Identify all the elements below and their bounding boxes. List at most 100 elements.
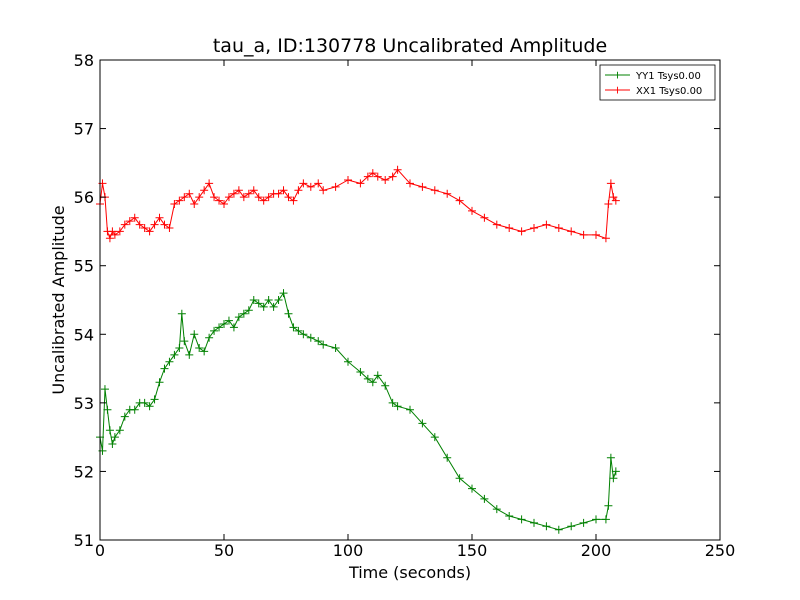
data-point — [115, 227, 124, 236]
data-point — [254, 193, 263, 202]
data-point — [331, 344, 340, 352]
data-point — [264, 193, 273, 202]
data-point — [165, 224, 174, 232]
data-point — [279, 289, 288, 298]
data-point — [604, 501, 613, 510]
data-point — [239, 309, 248, 318]
data-point — [430, 186, 439, 195]
data-point — [180, 193, 189, 202]
data-point — [185, 189, 194, 198]
data-point — [306, 182, 315, 191]
data-point — [105, 234, 114, 243]
data-point — [443, 189, 452, 198]
data-point — [259, 196, 268, 205]
data-point — [368, 378, 377, 387]
data-point — [554, 525, 563, 534]
data-point — [215, 323, 224, 332]
y-tick-label: 58 — [74, 51, 94, 70]
data-point — [314, 179, 323, 188]
data-point — [430, 433, 439, 442]
data-point — [220, 320, 228, 328]
data-point — [155, 213, 164, 222]
data-point — [125, 217, 134, 226]
x-tick-label: 100 — [333, 541, 364, 560]
data-point — [269, 302, 278, 311]
data-point — [567, 227, 576, 236]
data-point — [120, 220, 129, 229]
data-point — [190, 330, 199, 339]
data-point — [344, 357, 352, 366]
data-point — [606, 453, 615, 462]
data-point — [406, 179, 414, 188]
legend: + YY1 Tsys0.00 + XX1 Tsys0.00 — [599, 64, 716, 101]
data-point — [103, 405, 112, 414]
data-point — [140, 398, 149, 407]
data-point — [604, 200, 613, 208]
data-point — [200, 347, 209, 356]
data-point — [160, 220, 169, 229]
data-point — [177, 309, 186, 318]
x-axis-label: Time (seconds) — [348, 563, 471, 582]
y-tick-label: 53 — [74, 394, 94, 413]
data-point — [592, 230, 600, 239]
data-point — [145, 227, 154, 236]
data-point — [468, 484, 476, 493]
data-point — [254, 299, 263, 308]
data-point — [150, 395, 159, 404]
data-point — [294, 186, 303, 195]
data-point — [363, 172, 372, 181]
data-point — [306, 333, 315, 342]
x-tick-label: 200 — [581, 541, 612, 560]
data-point — [110, 433, 119, 442]
data-point — [190, 200, 199, 208]
data-point — [259, 302, 268, 311]
data-point — [611, 196, 620, 205]
data-point — [492, 220, 501, 229]
data-point — [406, 405, 414, 414]
data-point — [542, 522, 551, 531]
data-point — [215, 196, 224, 205]
data-point — [195, 193, 204, 202]
data-point — [160, 364, 169, 373]
data-point — [373, 172, 382, 181]
data-point — [356, 368, 365, 376]
data-point — [314, 337, 323, 346]
data-point — [299, 179, 308, 188]
data-point — [505, 224, 514, 232]
data-point — [229, 189, 238, 198]
data-point — [175, 196, 184, 205]
x-tick-label: 0 — [95, 541, 105, 560]
data-point — [601, 515, 610, 524]
data-point — [294, 326, 303, 335]
data-point — [517, 227, 526, 236]
chart-title: tau_a, ID:130778 Uncalibrated Amplitude — [213, 35, 607, 57]
data-point — [455, 196, 464, 205]
data-point — [393, 165, 402, 174]
data-point — [105, 426, 114, 435]
data-point — [108, 440, 117, 448]
x-tick-label: 150 — [457, 541, 488, 560]
y-tick-label: 57 — [74, 120, 94, 139]
data-point — [244, 189, 253, 198]
data-point — [185, 350, 194, 359]
data-point — [239, 193, 248, 202]
data-point — [344, 176, 352, 184]
legend-marker-yy1: + — [613, 69, 622, 82]
data-point — [224, 193, 233, 202]
data-point — [609, 474, 618, 483]
data-point — [249, 186, 258, 195]
data-point — [249, 296, 258, 304]
data-point — [542, 220, 551, 229]
ticks-group: 0 50 100 150 200 250 51 52 53 54 55 56 57 58 — [74, 51, 736, 560]
data-point — [319, 340, 328, 349]
data-point — [579, 518, 588, 527]
data-point — [381, 381, 390, 390]
data-point — [234, 313, 243, 322]
data-point — [592, 515, 600, 524]
data-point — [299, 330, 308, 339]
data-point — [195, 344, 204, 352]
data-point — [331, 182, 340, 191]
data-point — [468, 206, 476, 215]
data-point — [170, 200, 179, 208]
data-point — [170, 350, 179, 359]
